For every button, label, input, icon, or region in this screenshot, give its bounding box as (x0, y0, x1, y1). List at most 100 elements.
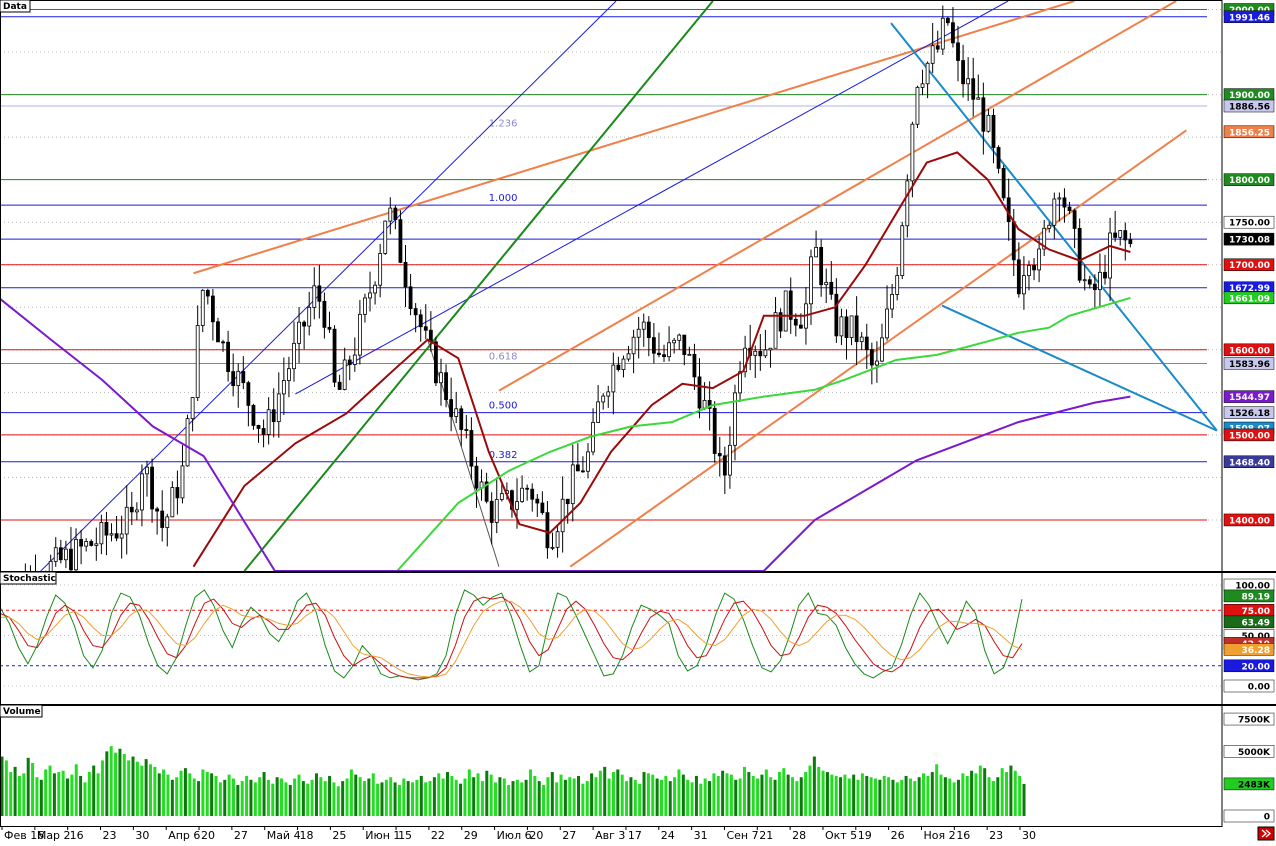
candle-body (439, 372, 443, 384)
stoch-tag-box (1223, 643, 1275, 656)
candle-body (261, 428, 266, 435)
candle-body (788, 290, 793, 320)
volume-bar (297, 774, 301, 816)
date-label: 23 (989, 829, 1003, 842)
volume-bar (598, 770, 602, 816)
volume-bar (236, 784, 240, 816)
candle-body (606, 391, 611, 397)
candle-body (251, 405, 256, 426)
date-label: Май 4 (267, 829, 301, 842)
volume-bar (218, 782, 222, 816)
candle-body (1098, 271, 1102, 291)
candle-body (1092, 283, 1097, 291)
date-label: 27 (234, 829, 248, 842)
candle-body (1108, 232, 1112, 279)
volume-bar (314, 773, 318, 816)
fib-label: 0.500 (489, 401, 518, 412)
candle-body (530, 488, 535, 500)
candle-body (383, 220, 388, 254)
volume-bar (620, 774, 624, 816)
date-label: 20 (201, 829, 215, 842)
candle-body (221, 341, 225, 344)
date-label: Фев 16 (4, 829, 44, 842)
volume-bar (467, 769, 471, 816)
date-label: Мар 2 (37, 829, 71, 842)
date-label: 26 (891, 829, 905, 842)
volume-bar (664, 775, 668, 816)
candle-body (398, 219, 403, 263)
stochastic-panel-title: Stochastic (3, 574, 56, 584)
volume-bar (288, 784, 292, 816)
candle-body (687, 353, 692, 356)
volume-bar (629, 777, 633, 816)
volume-bar (345, 778, 349, 816)
candle-body (1001, 167, 1006, 199)
candle-body (520, 487, 524, 502)
candle-body (854, 315, 859, 343)
volume-bar (887, 777, 891, 816)
volume-bar (603, 766, 607, 816)
candle-body (763, 349, 768, 357)
candle-body (1022, 275, 1026, 295)
panel-border (0, 705, 1223, 827)
price-tag: 1800.00 (1229, 176, 1270, 186)
volume-bar (52, 773, 56, 816)
volume-bar (655, 778, 659, 816)
volume-bar (869, 777, 873, 816)
volume-bar (703, 778, 707, 816)
candle-body (722, 455, 727, 476)
volume-bar (87, 772, 91, 816)
volume-bar (922, 773, 926, 816)
candle-body (895, 275, 900, 295)
moving-average-line (192, 151, 1131, 568)
volume-bar (9, 772, 13, 816)
candle-body (474, 465, 479, 489)
candle-body (4, 597, 7, 602)
volume-bar (1009, 765, 1013, 816)
date-label: Ноя 2 (923, 829, 955, 842)
volume-bar (751, 775, 755, 816)
volume-bar (175, 777, 179, 816)
fib-label: 0.618 (489, 351, 518, 362)
volume-bar (210, 773, 214, 816)
volume-bar (507, 784, 511, 816)
date-label: 16 (956, 829, 970, 842)
volume-bar (114, 752, 118, 816)
candle-body (185, 418, 190, 467)
candle-body (951, 22, 955, 44)
volume-bar (240, 781, 244, 816)
candle-body (834, 293, 839, 337)
volume-bar (542, 784, 546, 816)
candle-body (408, 286, 413, 310)
volume-bar (651, 774, 655, 816)
moving-average-line (396, 296, 1131, 571)
volume-bar (974, 773, 978, 816)
price-tag-box (1223, 455, 1275, 469)
date-label: Апр 6 (168, 829, 200, 842)
candle-body (434, 341, 438, 384)
candle-body (499, 493, 504, 500)
volume-bar (74, 764, 78, 816)
volume-bar (22, 773, 26, 816)
volume-bar (166, 774, 170, 816)
volume-bar (96, 773, 100, 816)
candle-body (697, 376, 702, 409)
volume-bar (341, 781, 345, 816)
candle-body (368, 292, 372, 299)
candle-body (1037, 248, 1042, 271)
volume-bar (681, 774, 685, 816)
volume-bar (0, 756, 4, 816)
volume-bar (393, 782, 397, 816)
volume-bar (939, 774, 943, 816)
volume-bar (511, 781, 515, 816)
candle-body (880, 337, 884, 362)
volume-bar (214, 775, 218, 816)
scroll-right-button[interactable] (1257, 826, 1275, 841)
date-label: 30 (135, 829, 149, 842)
candle-body (322, 300, 327, 328)
candle-body (793, 318, 798, 326)
volume-bar (432, 777, 436, 816)
candle-body (682, 334, 687, 355)
volume-bar (48, 765, 52, 816)
stoch-tag-box (1223, 679, 1275, 693)
